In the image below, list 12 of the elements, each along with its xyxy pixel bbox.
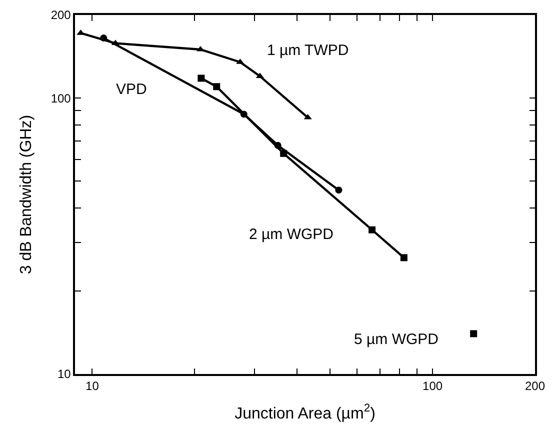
- x-tick-label: 200: [524, 379, 546, 394]
- text: 5 µm WGPD: [354, 331, 439, 348]
- y-tick-label: 100: [50, 91, 72, 106]
- y-tick-label: 10: [57, 367, 72, 382]
- series-label: VPD: [116, 81, 148, 98]
- x-tick-label: 10: [86, 379, 100, 394]
- series-label: 1 µm TWPD: [267, 42, 349, 59]
- x-tick-label: 100: [422, 379, 443, 394]
- x-axis-title: Junction Area (µm$^{2}$): [234, 402, 376, 422]
- y-axis-title: 3 dB Bandwidth (GHz): [18, 114, 36, 274]
- series-label: 2 µm WGPD: [249, 226, 334, 243]
- y-tick-label: 200: [50, 8, 72, 22]
